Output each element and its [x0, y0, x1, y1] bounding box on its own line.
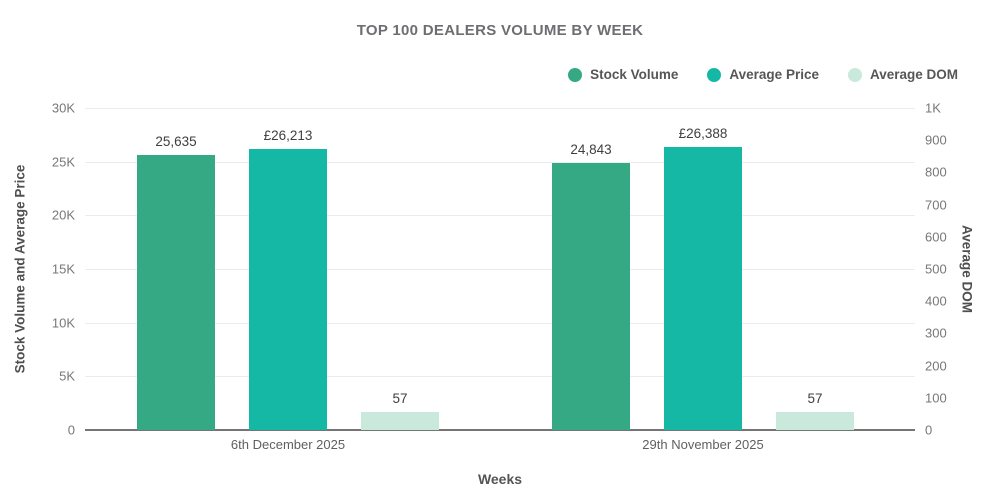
legend-label: Stock Volume [590, 67, 679, 82]
bar-stock-volume-1[interactable] [552, 163, 630, 430]
bar-stock-volume-0[interactable] [137, 154, 215, 430]
bar-average-price-1[interactable] [664, 146, 742, 430]
bar-average-dom-0[interactable] [361, 411, 439, 430]
bar-average-dom-1[interactable] [776, 411, 854, 430]
legend-item-average-dom[interactable]: Average DOM [847, 67, 958, 82]
chart-title: TOP 100 DEALERS VOLUME BY WEEK [356, 22, 644, 39]
x-axis-labels: 6th December 2025 29th November 2025 [85, 437, 915, 457]
legend-item-stock-volume[interactable]: Stock Volume [568, 67, 678, 82]
bar-value-label: £26,388 [678, 125, 728, 141]
gridline [85, 108, 915, 109]
left-tick-label: 15K [51, 261, 75, 277]
right-tick-label: 500 [925, 261, 947, 277]
x-category-label: 29th November 2025 [642, 437, 764, 452]
right-tick-label: 600 [925, 229, 947, 245]
bar-average-price-0[interactable] [249, 148, 327, 430]
x-category-label: 6th December 2025 [230, 437, 346, 452]
right-tick-label: 300 [925, 325, 947, 341]
left-tick-label: 5K [59, 368, 75, 384]
right-tick-label: 800 [925, 164, 947, 180]
bar-value-label: 24,843 [570, 142, 612, 158]
left-tick-label: 0 [67, 422, 75, 438]
bar-value-label: 25,635 [155, 133, 197, 149]
legend: Stock Volume Average Price Average DOM [568, 67, 958, 82]
right-tick-label: 700 [925, 197, 947, 213]
left-tick-label: 20K [51, 207, 75, 223]
x-axis-title: Weeks [477, 471, 523, 487]
left-tick-label: 30K [51, 100, 75, 116]
average-price-dot-icon [707, 67, 722, 82]
plot-area: 25,635 24,843 £26,213 £26,388 57 57 [85, 108, 915, 431]
bar-value-label: 57 [392, 390, 408, 406]
right-tick-label: 400 [925, 293, 947, 309]
legend-item-average-price[interactable]: Average Price [707, 67, 819, 82]
right-tick-label: 100 [925, 390, 947, 406]
right-tick-label: 0 [925, 422, 933, 438]
right-tick-label: 1K [925, 100, 941, 116]
left-axis-ticks: 30K 25K 20K 15K 10K 5K 0 [0, 101, 75, 438]
bar-value-label: £26,213 [263, 127, 313, 143]
stock-volume-dot-icon [568, 67, 583, 82]
legend-label: Average Price [729, 67, 819, 82]
legend-label: Average DOM [869, 67, 958, 82]
bar-value-label: 57 [807, 390, 823, 406]
left-tick-label: 25K [51, 154, 75, 170]
left-tick-label: 10K [51, 315, 75, 331]
right-tick-label: 900 [925, 132, 947, 148]
right-axis-ticks: 1K 900 800 700 600 500 400 300 200 100 0 [925, 101, 985, 438]
average-dom-dot-icon [847, 67, 862, 82]
right-tick-label: 200 [925, 358, 947, 374]
